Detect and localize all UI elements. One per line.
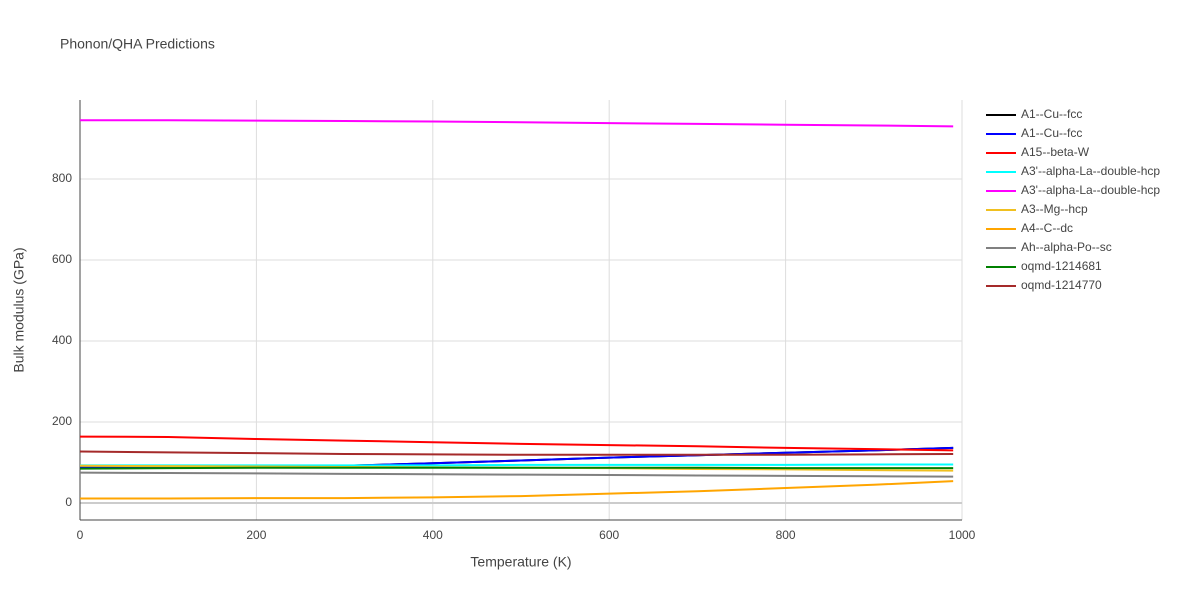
x-tick-label: 1000 [949, 528, 976, 542]
y-tick-label: 0 [65, 495, 72, 509]
x-tick-label: 800 [776, 528, 796, 542]
x-tick-label: 200 [246, 528, 266, 542]
series-line [79, 450, 954, 456]
y-tick-label: 200 [52, 414, 72, 428]
x-tick-label: 400 [423, 528, 443, 542]
legend-label: oqmd-1214770 [1021, 278, 1102, 292]
legend-label: A3'--alpha-La--double-hcp [1021, 183, 1160, 197]
series-line [80, 480, 954, 500]
series-line [79, 471, 954, 478]
legend-label: A1--Cu--fcc [1021, 107, 1082, 121]
y-tick-label: 800 [52, 171, 72, 185]
legend-label: A3--Mg--hcp [1021, 202, 1088, 216]
legend-label: A3'--alpha-La--double-hcp [1021, 164, 1160, 178]
series-line [79, 466, 954, 470]
y-axis-label: Bulk modulus (GPa) [11, 247, 27, 372]
x-tick-label: 600 [599, 528, 619, 542]
x-axis-label: Temperature (K) [470, 554, 571, 570]
y-tick-label: 600 [52, 252, 72, 266]
chart-title: Phonon/QHA Predictions [60, 36, 215, 52]
legend-label: A15--beta-W [1021, 145, 1090, 159]
legend-label: Ah--alpha-Po--sc [1021, 240, 1112, 254]
x-tick-label: 0 [77, 528, 84, 542]
series-line [80, 463, 954, 467]
series-line [80, 119, 954, 128]
legend-label: A1--Cu--fcc [1021, 126, 1082, 140]
legend-label: oqmd-1214681 [1021, 259, 1102, 273]
y-tick-label: 400 [52, 333, 72, 347]
legend-label: A4--C--dc [1021, 221, 1073, 235]
series-line [79, 435, 954, 452]
